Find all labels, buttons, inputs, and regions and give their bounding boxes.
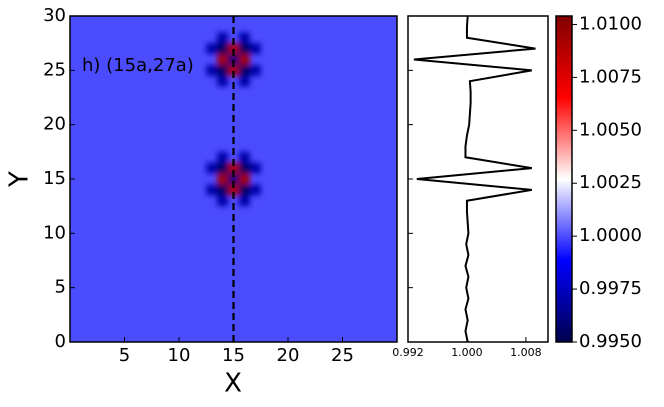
heatmap-cell (206, 43, 218, 55)
heatmap-cells (206, 32, 261, 207)
heatmap-cell (238, 54, 250, 65)
heatmap-cell (228, 184, 239, 196)
x-tick-label: 1.008 (510, 346, 542, 359)
colorbar-tick-label: 1.0025 (579, 172, 642, 193)
colorbar-tick-label: 0.9975 (579, 278, 642, 299)
heatmap-cell (206, 64, 218, 76)
annotation: h) (15a,27a) (82, 55, 194, 76)
y-tick-label: 5 (55, 277, 66, 298)
heatmap-cell (217, 54, 229, 65)
heatmap-cell (217, 173, 229, 185)
profile-line (413, 15, 536, 343)
heatmap-cell (249, 43, 261, 55)
x-tick-label: 25 (331, 345, 354, 366)
colorbar-tick-label: 1.0050 (579, 119, 642, 140)
heatmap-cell (228, 54, 239, 65)
heatmap-cell (217, 184, 229, 196)
colorbar-tick-label: 1.0075 (579, 66, 642, 87)
heatmap-cell (206, 184, 218, 196)
x-tick-label: 20 (277, 345, 300, 366)
heatmap-cell (217, 195, 229, 207)
heatmap-cell (238, 173, 250, 185)
x-axis-label: X (224, 369, 242, 399)
x-tick-label: 10 (168, 345, 191, 366)
heatmap-cell (228, 43, 239, 55)
heatmap-cell (238, 75, 250, 87)
heatmap-cell (206, 162, 218, 174)
heatmap-cell (238, 195, 250, 207)
colorbar (555, 15, 573, 343)
x-tick-label: 15 (222, 345, 245, 366)
y-tick-label: 20 (43, 114, 66, 135)
heatmap-cell (238, 64, 250, 76)
x-tick-label: 5 (119, 345, 130, 366)
heatmap-cell (238, 151, 250, 163)
heatmap-cell (249, 64, 261, 76)
y-axis-label: Y (5, 171, 35, 188)
heatmap-cell (217, 64, 229, 76)
y-tick-label: 0 (55, 331, 66, 352)
heatmap-cell (217, 43, 229, 55)
colorbar-tick-label: 1.0000 (579, 225, 642, 246)
colorbar-tick-label: 1.0100 (579, 13, 642, 34)
y-tick-label: 15 (43, 168, 66, 189)
heatmap-cell (228, 64, 239, 76)
colorbar-tick-label: 0.9950 (579, 331, 642, 352)
profile-frame (407, 15, 549, 343)
x-tick-label: 0.992 (392, 346, 424, 359)
heatmap-cell (238, 184, 250, 196)
heatmap-cell (238, 32, 250, 44)
x-tick-label: 1.000 (451, 346, 483, 359)
heatmap-cell (217, 162, 229, 174)
overlay: 5 10 15 20 25 0 5 10 15 20 25 30 0.9950 0.9975 1.0000 1… (43, 5, 642, 366)
heatmap-cell (228, 173, 239, 185)
y-tick-label: 10 (43, 222, 66, 243)
y-tick-label: 25 (43, 59, 66, 80)
heatmap-cell (217, 75, 229, 87)
heatmap-cell (249, 184, 261, 196)
heatmap-cell (217, 32, 229, 44)
y-tick-label: 30 (43, 5, 66, 26)
heatmap-cell (228, 162, 239, 174)
heatmap-cell (238, 43, 250, 55)
heatmap-cell (238, 162, 250, 174)
heatmap-cell (249, 162, 261, 174)
heatmap-cell (217, 151, 229, 163)
